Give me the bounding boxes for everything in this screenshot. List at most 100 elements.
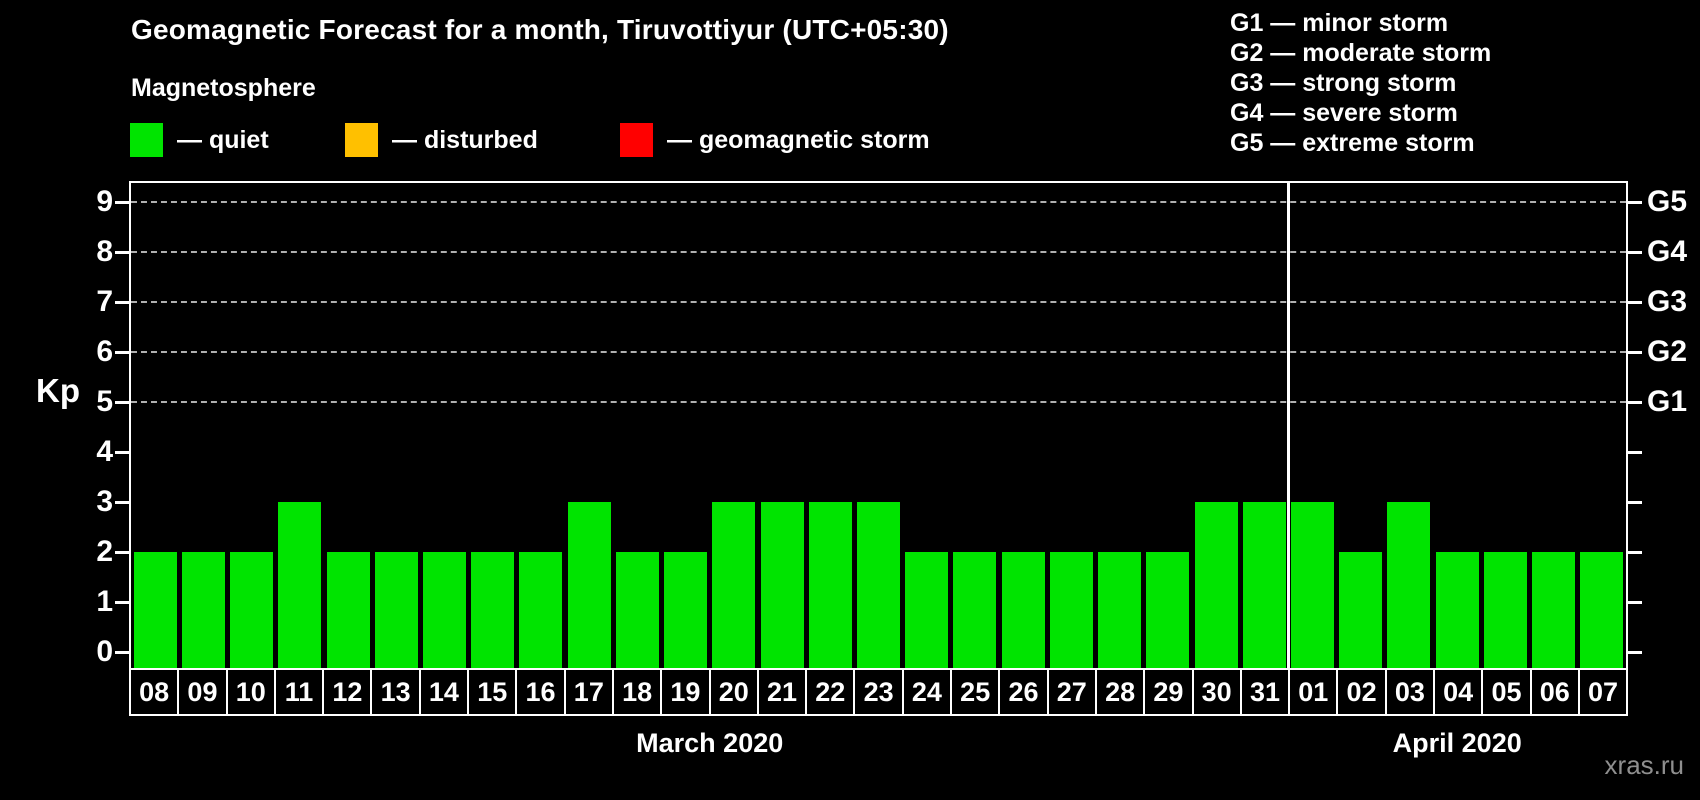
bar-day-24 bbox=[905, 552, 949, 668]
day-label-03: 03 bbox=[1384, 668, 1436, 716]
day-label-30: 30 bbox=[1191, 668, 1242, 716]
day-label-02: 02 bbox=[1336, 668, 1387, 716]
magnetosphere-label: Magnetosphere bbox=[131, 74, 316, 102]
bar-day-12 bbox=[326, 552, 370, 668]
bar-day-20 bbox=[712, 502, 756, 668]
y-tick-label-2: 2 bbox=[96, 535, 113, 568]
chart-title: Geomagnetic Forecast for a month, Tiruvo… bbox=[131, 14, 949, 45]
y-tick-4 bbox=[115, 451, 129, 454]
bar-day-21 bbox=[760, 502, 804, 668]
day-label-31: 31 bbox=[1239, 668, 1291, 716]
right-tick-8 bbox=[1628, 251, 1642, 254]
bar-day-14 bbox=[422, 552, 466, 668]
day-label-29: 29 bbox=[1143, 668, 1194, 716]
bar-day-22 bbox=[808, 502, 852, 668]
bar-day-28 bbox=[1098, 552, 1142, 668]
plot-area: 0 1 2 3 4 5 G1 6 G2 7 G3 8 G4 9 G5 bbox=[96, 181, 1687, 670]
day-label-18: 18 bbox=[611, 668, 663, 716]
bar-day-27 bbox=[1049, 552, 1093, 668]
y-tick-3 bbox=[115, 501, 129, 504]
day-label-25: 25 bbox=[950, 668, 1001, 716]
day-label-01: 01 bbox=[1288, 668, 1339, 716]
day-label-20: 20 bbox=[708, 668, 759, 716]
day-label-09: 09 bbox=[177, 668, 228, 716]
right-tick-4 bbox=[1628, 451, 1642, 454]
day-label-12: 12 bbox=[322, 668, 373, 716]
gridline-kp-9 bbox=[131, 201, 1626, 203]
day-label-23: 23 bbox=[853, 668, 904, 716]
day-label-05: 05 bbox=[1481, 668, 1532, 716]
bar-day-10 bbox=[230, 552, 274, 668]
day-label-04: 04 bbox=[1433, 668, 1484, 716]
g-scale-label-g2: G2 bbox=[1647, 335, 1688, 368]
day-label-14: 14 bbox=[418, 668, 470, 716]
gridline-kp-8 bbox=[131, 251, 1626, 253]
bar-day-18 bbox=[615, 552, 659, 668]
g-scale-label-g3: G3 bbox=[1647, 285, 1688, 318]
legend-item-geomagnetic-storm: — geomagnetic storm bbox=[620, 122, 930, 158]
day-label-06: 06 bbox=[1529, 668, 1580, 716]
bar-day-26 bbox=[1001, 552, 1045, 668]
storm-scale-g4: G4 — severe storm bbox=[1230, 99, 1458, 127]
day-label-08: 08 bbox=[129, 668, 180, 716]
bar-day-23 bbox=[857, 502, 900, 668]
right-tick-3 bbox=[1628, 501, 1642, 504]
y-tick-8 bbox=[115, 251, 129, 254]
day-label-27: 27 bbox=[1046, 668, 1097, 716]
bar-day-01 bbox=[1291, 502, 1335, 668]
gridline-kp-6 bbox=[131, 351, 1626, 353]
y-tick-5 bbox=[115, 401, 129, 404]
month-separator bbox=[1286, 183, 1290, 668]
bar-day-04 bbox=[1435, 552, 1479, 668]
right-tick-9 bbox=[1628, 201, 1642, 204]
day-label-22: 22 bbox=[805, 668, 856, 716]
day-label-11: 11 bbox=[273, 668, 325, 716]
day-axis: 08 09 10 11 12 13 14 15 16 17 18 19 20 21 22 23 24 25 26 27… bbox=[129, 668, 1629, 716]
right-tick-2 bbox=[1628, 551, 1642, 554]
quiet-color-swatch bbox=[130, 123, 163, 157]
watermark: xras.ru bbox=[1604, 750, 1684, 780]
gridline-kp-7 bbox=[131, 301, 1626, 303]
month-label-march-2020: March 2020 bbox=[636, 728, 784, 758]
bar-day-13 bbox=[374, 552, 418, 668]
y-tick-label-0: 0 bbox=[96, 635, 113, 668]
geomagnetic-storm-color-swatch bbox=[620, 123, 653, 157]
bar-day-07 bbox=[1580, 552, 1624, 668]
month-label-april-2020: April 2020 bbox=[1392, 728, 1522, 758]
quiet-label: — quiet bbox=[177, 125, 269, 154]
y-tick-label-9: 9 bbox=[96, 185, 113, 218]
disturbed-label: — disturbed bbox=[392, 125, 538, 154]
geomagnetic-storm-label: — geomagnetic storm bbox=[667, 125, 930, 154]
storm-scale-g5: G5 — extreme storm bbox=[1230, 129, 1475, 157]
y-tick-2 bbox=[115, 551, 129, 554]
legend-item-quiet: — quiet bbox=[130, 122, 269, 158]
bar-day-08 bbox=[133, 552, 177, 668]
day-label-28: 28 bbox=[1094, 668, 1146, 716]
y-tick-label-3: 3 bbox=[96, 485, 113, 518]
bar-day-03 bbox=[1387, 502, 1431, 668]
bar-day-05 bbox=[1483, 552, 1527, 668]
legend-item-disturbed: — disturbed bbox=[345, 122, 538, 158]
storm-scale-g2: G2 — moderate storm bbox=[1230, 39, 1492, 67]
storm-scale-legend: G1 — minor storm G2 — moderate storm G3 … bbox=[1230, 8, 1491, 158]
bar-day-02 bbox=[1339, 552, 1383, 668]
day-label-10: 10 bbox=[225, 668, 276, 716]
right-tick-0 bbox=[1628, 651, 1642, 654]
bar-day-25 bbox=[953, 552, 997, 668]
bar-day-11 bbox=[278, 502, 322, 668]
day-label-17: 17 bbox=[563, 668, 614, 716]
y-tick-7 bbox=[115, 301, 129, 304]
bar-day-15 bbox=[471, 552, 515, 668]
day-label-26: 26 bbox=[998, 668, 1049, 716]
day-label-07: 07 bbox=[1577, 668, 1629, 716]
storm-scale-g3: G3 — strong storm bbox=[1230, 69, 1457, 97]
bar-day-09 bbox=[181, 552, 225, 668]
day-label-16: 16 bbox=[515, 668, 566, 716]
day-label-21: 21 bbox=[756, 668, 808, 716]
day-label-19: 19 bbox=[660, 668, 711, 716]
right-tick-6 bbox=[1628, 351, 1642, 354]
y-tick-0 bbox=[115, 651, 129, 654]
bar-day-29 bbox=[1146, 552, 1190, 668]
day-label-24: 24 bbox=[901, 668, 953, 716]
